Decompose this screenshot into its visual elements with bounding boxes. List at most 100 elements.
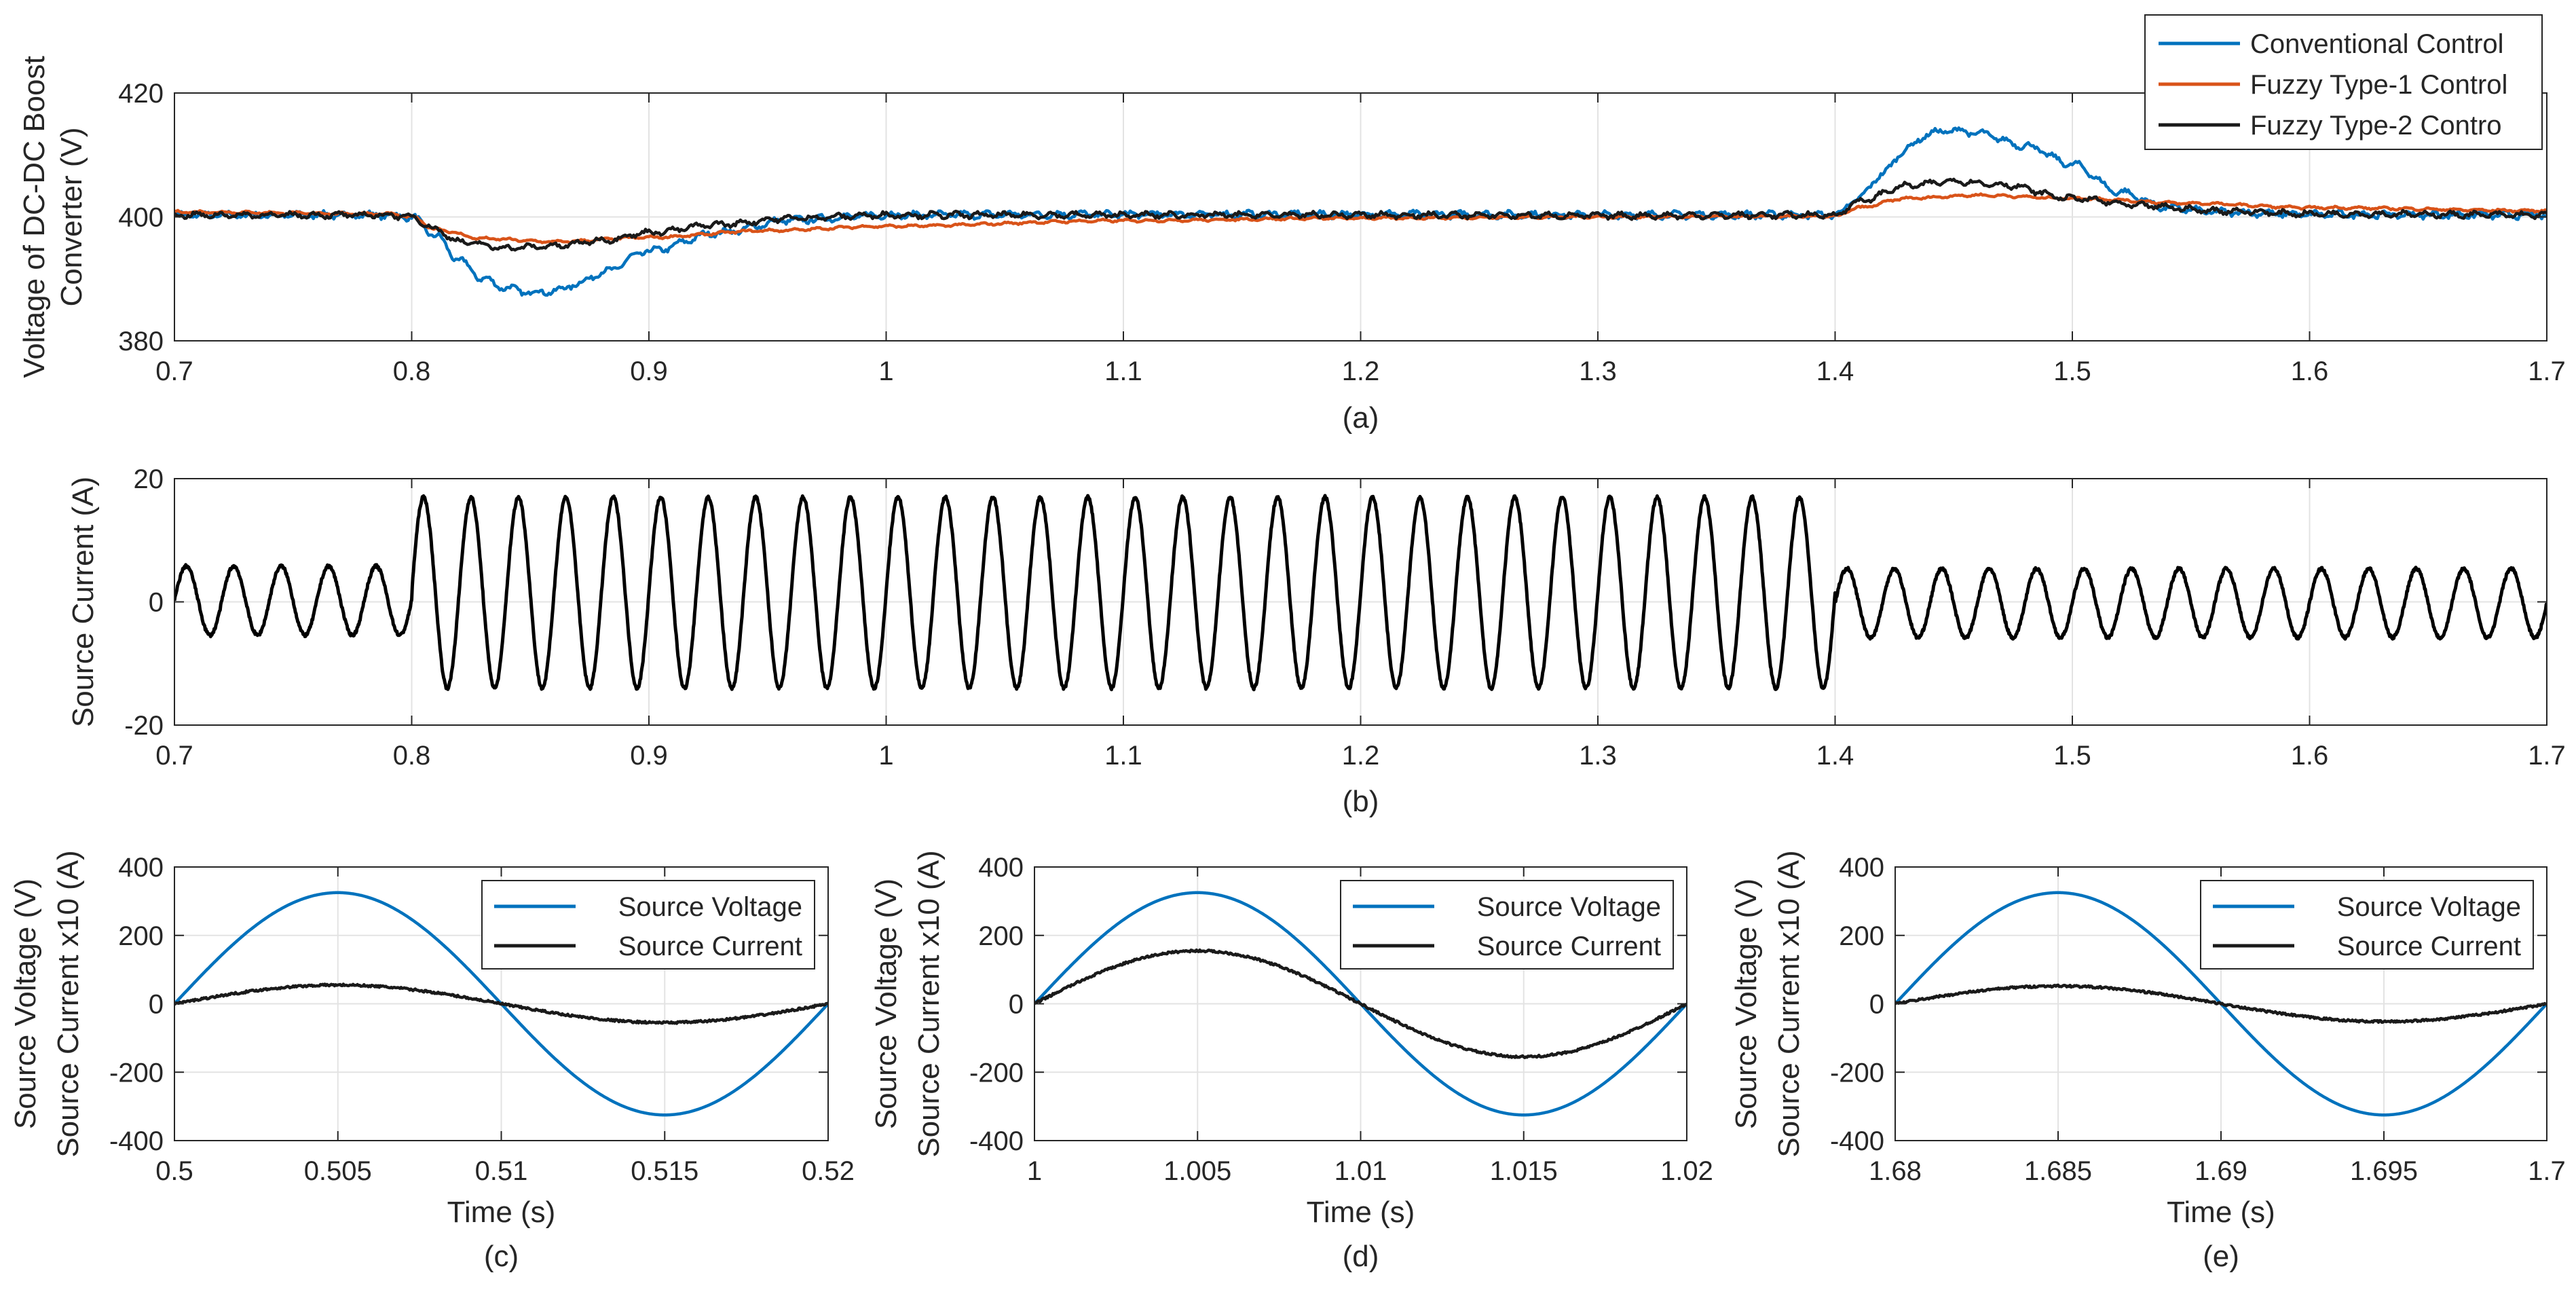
- legend-box: [481, 880, 815, 970]
- x-tick-label: 1.5: [2053, 356, 2091, 386]
- legend-label: Source Current: [618, 931, 802, 961]
- x-tick-label: 1.6: [2291, 356, 2329, 386]
- y-axis-label: Source Voltage (V): [9, 879, 42, 1129]
- x-axis-label: Time (s): [1307, 1196, 1415, 1229]
- x-tick-label: 1.3: [1579, 741, 1617, 771]
- x-tick-label: 0.8: [393, 356, 431, 386]
- x-axis-label: Time (s): [2167, 1196, 2275, 1229]
- x-tick-label: 0.52: [802, 1156, 855, 1186]
- y-axis-label: Source Current (A): [67, 477, 100, 727]
- x-tick-label: 0.9: [630, 356, 668, 386]
- chart-c: 0.5 0.505 0.51 0.515 0.52 -400 -200 0 200 400 Sour…: [9, 850, 855, 1273]
- y-tick-label: -400: [109, 1126, 164, 1156]
- subfigure-caption: (e): [2203, 1240, 2239, 1273]
- x-tick-label: 1.2: [1342, 356, 1380, 386]
- x-tick-label: 1.2: [1342, 741, 1380, 771]
- y-tick-label: 200: [978, 921, 1024, 951]
- series-line-source-current: [1034, 948, 1687, 1060]
- x-tick-label: 1.015: [1490, 1156, 1558, 1186]
- subfigure-caption: (b): [1343, 785, 1379, 818]
- y-tick-label: -200: [969, 1058, 1024, 1088]
- chart-b: 0.7 0.8 0.9 1 1.1 1.2 1.3 1.4 1.5 1.6 1.7 -20 0 20 Sou…: [67, 464, 2566, 818]
- y-tick-label: 400: [978, 853, 1024, 883]
- y-tick-label: 420: [118, 79, 164, 109]
- x-tick-label: 1.685: [2024, 1156, 2092, 1186]
- y-axis-label: Source Voltage (V): [1730, 879, 1763, 1129]
- y-tick-label: -200: [1830, 1058, 1884, 1088]
- x-tick-label: 1.7: [2528, 356, 2566, 386]
- y-tick-label: 0: [1869, 990, 1884, 1020]
- series-group: [1034, 891, 1687, 1117]
- x-axis-label: Time (s): [447, 1196, 556, 1229]
- x-tick-label: 1.6: [2291, 741, 2329, 771]
- subfigure-caption: (d): [1343, 1240, 1379, 1273]
- series-line-source-current: [174, 982, 828, 1025]
- y-tick-label: -400: [969, 1126, 1024, 1156]
- x-tick-label: 0.9: [630, 741, 668, 771]
- legend-box: [1340, 880, 1674, 970]
- x-tick-label: 0.7: [155, 356, 193, 386]
- series-group: [174, 126, 2547, 297]
- legend-label: Fuzzy Type-2 Contro: [2250, 111, 2502, 141]
- x-tick-label: 1.5: [2053, 741, 2091, 771]
- chart-a: 0.7 0.8 0.9 1 1.1 1.2 1.3 1.4 1.5 1.6 1.7 380 400 420…: [18, 14, 2566, 435]
- x-tick-label: 0.8: [393, 741, 431, 771]
- y-tick-label: -200: [109, 1058, 164, 1088]
- x-tick-label: 0.51: [475, 1156, 528, 1186]
- y-axis-label: Source Current x10 (A): [52, 850, 85, 1157]
- legend: Source Voltage Source Current: [2200, 880, 2534, 970]
- x-tick-label: 1.01: [1334, 1156, 1387, 1186]
- legend-label: Source Voltage: [2337, 892, 2521, 922]
- y-tick-label: -400: [1830, 1126, 1884, 1156]
- legend-label: Fuzzy Type-1 Control: [2250, 70, 2507, 100]
- y-tick-label: 0: [149, 990, 164, 1020]
- x-tick-label: 1.005: [1163, 1156, 1231, 1186]
- x-tick-label: 1.7: [2528, 1156, 2566, 1186]
- x-tick-label: 0.505: [304, 1156, 372, 1186]
- x-tick-label: 1.02: [1660, 1156, 1713, 1186]
- y-tick-label: 380: [118, 327, 164, 356]
- legend-label: Source Voltage: [618, 892, 802, 922]
- y-tick-label: 0: [1009, 990, 1024, 1020]
- series-line-source-current: [174, 494, 2547, 692]
- series-group: [174, 494, 2547, 692]
- x-tick-label: 1.3: [1579, 356, 1617, 386]
- legend-box: [2144, 14, 2543, 150]
- y-tick-label: 400: [118, 853, 164, 883]
- y-axis-label: Voltage of DC-DC Boost: [18, 56, 51, 377]
- x-tick-label: 1.4: [1816, 741, 1854, 771]
- legend: Source Voltage Source Current: [1340, 880, 1674, 970]
- x-tick-label: 1: [878, 741, 893, 771]
- subfigure-caption: (a): [1343, 401, 1379, 435]
- x-tick-label: 0.7: [155, 741, 193, 771]
- subfigure-caption: (c): [484, 1240, 519, 1273]
- chart-d: 1 1.005 1.01 1.015 1.02 -400 -200 0 200 400 Source…: [870, 850, 1713, 1273]
- x-tick-label: 1.1: [1104, 356, 1142, 386]
- series-line-source-current: [1895, 983, 2547, 1025]
- y-axis-label: Converter (V): [55, 127, 88, 306]
- series-group: [1895, 891, 2547, 1117]
- x-tick-label: 0.515: [631, 1156, 698, 1186]
- y-tick-label: 200: [1839, 921, 1884, 951]
- y-tick-label: 200: [118, 921, 164, 951]
- legend-label: Source Current: [1477, 931, 1661, 961]
- y-tick-label: 400: [118, 203, 164, 233]
- x-tick-label: 1.68: [1869, 1156, 1922, 1186]
- y-tick-label: -20: [124, 711, 164, 741]
- legend-label: Conventional Control: [2250, 29, 2504, 59]
- y-tick-label: 400: [1839, 853, 1884, 883]
- legend-box: [2200, 880, 2534, 970]
- x-tick-label: 1.695: [2350, 1156, 2418, 1186]
- y-axis-label: Source Voltage (V): [870, 879, 903, 1129]
- series-group: [174, 891, 828, 1117]
- y-axis-label: Source Current x10 (A): [912, 850, 946, 1157]
- x-tick-label: 1: [1027, 1156, 1042, 1186]
- chart-e: 1.68 1.685 1.69 1.695 1.7 -400 -200 0 200 400 Sour…: [1730, 850, 2566, 1273]
- y-tick-label: 20: [134, 464, 164, 494]
- x-tick-label: 1.1: [1104, 741, 1142, 771]
- legend: Conventional Control Fuzzy Type-1 Control…: [2144, 14, 2543, 150]
- y-tick-label: 0: [149, 588, 164, 618]
- x-tick-label: 1.7: [2528, 741, 2566, 771]
- y-axis-label: Source Current x10 (A): [1772, 850, 1806, 1157]
